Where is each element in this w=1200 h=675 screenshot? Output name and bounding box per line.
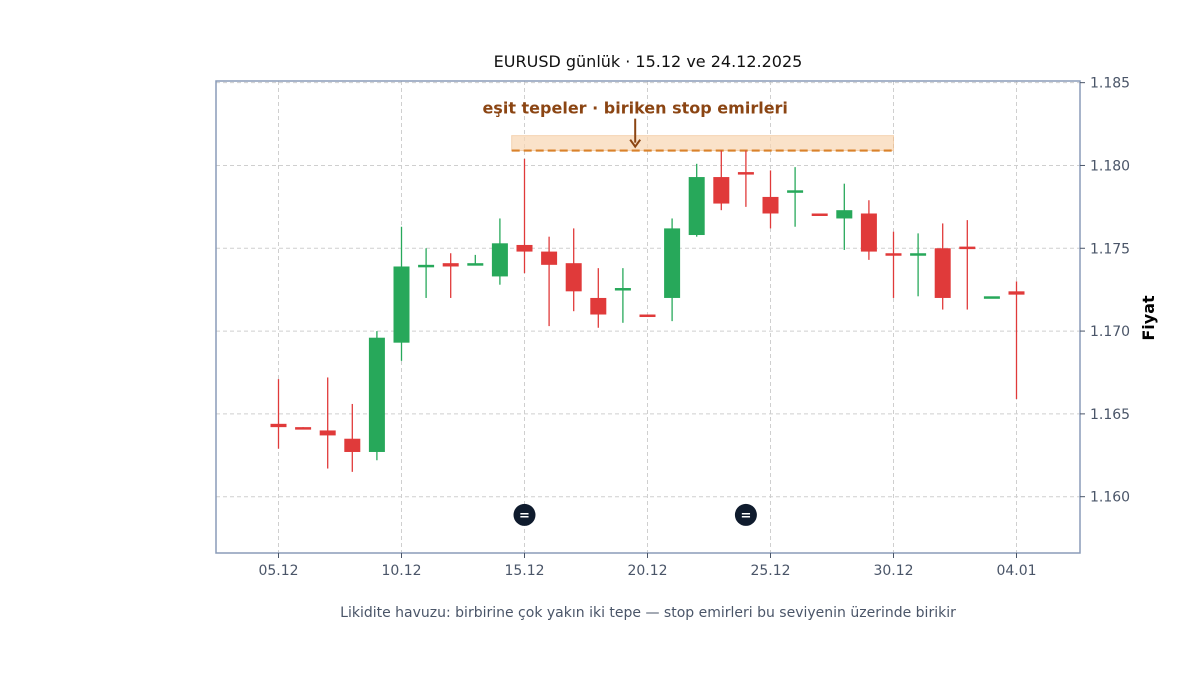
candle-body — [442, 263, 459, 267]
candle — [762, 170, 779, 229]
candle — [737, 150, 754, 207]
y-axis-label: Fiyat — [1139, 295, 1158, 341]
candle — [910, 233, 927, 297]
candles — [270, 150, 1025, 472]
y-axis-ticks: 1.160 1.165 1.170 1.175 1.180 1.185 — [1080, 76, 1130, 506]
candle-body — [541, 251, 558, 265]
candle — [393, 226, 410, 361]
candle — [368, 331, 385, 461]
candle-body — [836, 210, 853, 219]
candle-body — [664, 228, 681, 298]
chart-caption: Likidite havuzu: birbirine çok yakın iki… — [340, 605, 956, 621]
candle-body — [368, 337, 385, 452]
candle-body — [393, 266, 410, 343]
candle — [590, 268, 607, 328]
y-tick-label: 1.185 — [1090, 76, 1130, 92]
grid — [216, 81, 1080, 553]
candle-body — [860, 213, 877, 252]
equal-high-markers: = = — [513, 503, 757, 526]
marker-symbol: = — [519, 508, 530, 523]
candle — [664, 218, 681, 322]
candle — [565, 228, 582, 312]
candle — [516, 158, 533, 274]
candle-body — [688, 177, 705, 236]
candle — [1008, 281, 1025, 399]
candle-body — [983, 296, 1000, 299]
liquidity-zone-band — [511, 135, 894, 152]
candle — [344, 403, 361, 472]
x-tick-label: 05.12 — [258, 563, 298, 579]
candle — [442, 253, 459, 298]
y-tick-label: 1.180 — [1090, 158, 1130, 174]
candle-body — [319, 430, 336, 436]
candle-body — [787, 190, 804, 193]
candle-body — [811, 213, 828, 216]
y-tick-label: 1.175 — [1090, 241, 1130, 257]
candle — [811, 213, 828, 216]
chart-title: EURUSD günlük · 15.12 ve 24.12.2025 — [494, 52, 803, 71]
candle-body — [934, 248, 951, 298]
candle-body — [491, 243, 508, 277]
x-tick-label: 25.12 — [750, 563, 790, 579]
candle — [491, 218, 508, 285]
y-tick-label: 1.160 — [1090, 490, 1130, 506]
candle-body — [639, 314, 656, 318]
x-tick-label: 30.12 — [873, 563, 913, 579]
candle-body — [737, 172, 754, 175]
candle — [713, 150, 730, 211]
candle — [319, 377, 336, 469]
candle — [541, 236, 558, 327]
candle-body — [959, 246, 976, 250]
candle — [885, 231, 902, 298]
annotation-arrow-head — [629, 139, 642, 149]
candle — [688, 163, 705, 237]
candle — [959, 220, 976, 310]
candle-body — [418, 264, 435, 268]
candle — [467, 254, 484, 266]
annotation-label: eşit tepeler · biriken stop emirleri — [482, 99, 787, 118]
candle-body — [270, 423, 287, 428]
candle-body — [614, 288, 631, 291]
liquidity-zone: eşit tepeler · biriken stop emirleri — [482, 99, 894, 152]
x-tick-label: 10.12 — [381, 563, 421, 579]
candle-body — [295, 427, 312, 430]
equal-high-marker: = — [513, 503, 536, 526]
x-tick-label: 04.01 — [996, 563, 1036, 579]
candle-body — [467, 263, 484, 266]
candle-body — [713, 177, 730, 204]
candle-body — [344, 438, 361, 452]
candle-body — [910, 253, 927, 256]
candle-body — [762, 196, 779, 214]
x-axis-ticks: 05.12 10.12 15.12 20.12 25.12 30.12 04.01 — [258, 553, 1037, 579]
equal-high-marker: = — [734, 503, 757, 526]
candle — [418, 248, 435, 298]
candle — [983, 296, 1000, 299]
candle — [836, 183, 853, 250]
candle — [934, 223, 951, 310]
x-tick-label: 20.12 — [627, 563, 667, 579]
candle — [787, 167, 804, 227]
marker-circle — [734, 503, 757, 526]
y-tick-label: 1.170 — [1090, 324, 1130, 340]
candle — [639, 314, 656, 318]
candle-body — [516, 244, 533, 252]
marker-symbol: = — [740, 508, 751, 523]
candle — [295, 427, 312, 430]
candle-body — [565, 263, 582, 292]
candle-body — [1008, 291, 1025, 295]
candle-body — [885, 253, 902, 256]
candle — [860, 200, 877, 260]
marker-circle — [513, 503, 536, 526]
candle — [614, 268, 631, 323]
candle-body — [590, 297, 607, 315]
x-tick-label: 15.12 — [504, 563, 544, 579]
candle — [270, 379, 287, 449]
y-tick-label: 1.165 — [1090, 407, 1130, 423]
